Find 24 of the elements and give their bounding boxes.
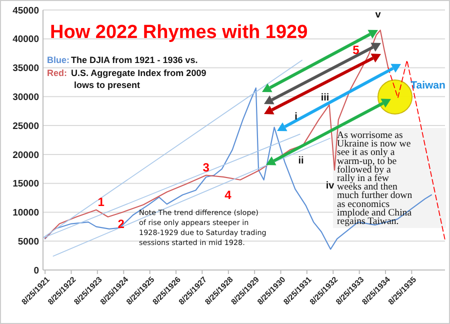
text: How 2022 Rhymes with 1929 (50, 22, 308, 43)
annotation: 2 (118, 216, 125, 231)
annotation: iv (326, 180, 335, 192)
y-tick-label: 30000 (12, 92, 39, 103)
y-tick-label: 15000 (12, 178, 39, 190)
text: Red: U.S. Aggregate Index from 2009 lows to present (47, 68, 206, 90)
y-tick-label: 25000 (12, 120, 39, 132)
annotation: i (294, 112, 298, 122)
annotation: Taiwan (410, 80, 446, 92)
annotation: ii (298, 156, 304, 166)
y-tick-label: 40000 (12, 34, 39, 46)
y-tick-label: 20000 (12, 150, 39, 161)
y-tick-label: 10000 (12, 208, 39, 219)
annotation: 4 (224, 188, 232, 202)
annotation: iii (320, 92, 330, 104)
annotation: 3 (202, 160, 210, 174)
text: Blue: The DJIA from 1921 - 1936 vs. (47, 55, 198, 65)
annotation: v (375, 10, 382, 20)
y-tick-label: 45000 (12, 5, 39, 16)
annotation: 5 (352, 43, 360, 58)
y-tick-label: 0 (34, 265, 39, 276)
y-tick-label: 35000 (12, 63, 39, 74)
y-tick-label: 5000 (18, 236, 39, 248)
annotation: 1 (98, 195, 105, 210)
